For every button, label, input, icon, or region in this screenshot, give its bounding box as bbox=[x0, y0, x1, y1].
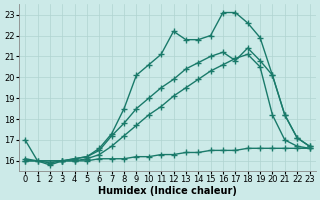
X-axis label: Humidex (Indice chaleur): Humidex (Indice chaleur) bbox=[98, 186, 237, 196]
